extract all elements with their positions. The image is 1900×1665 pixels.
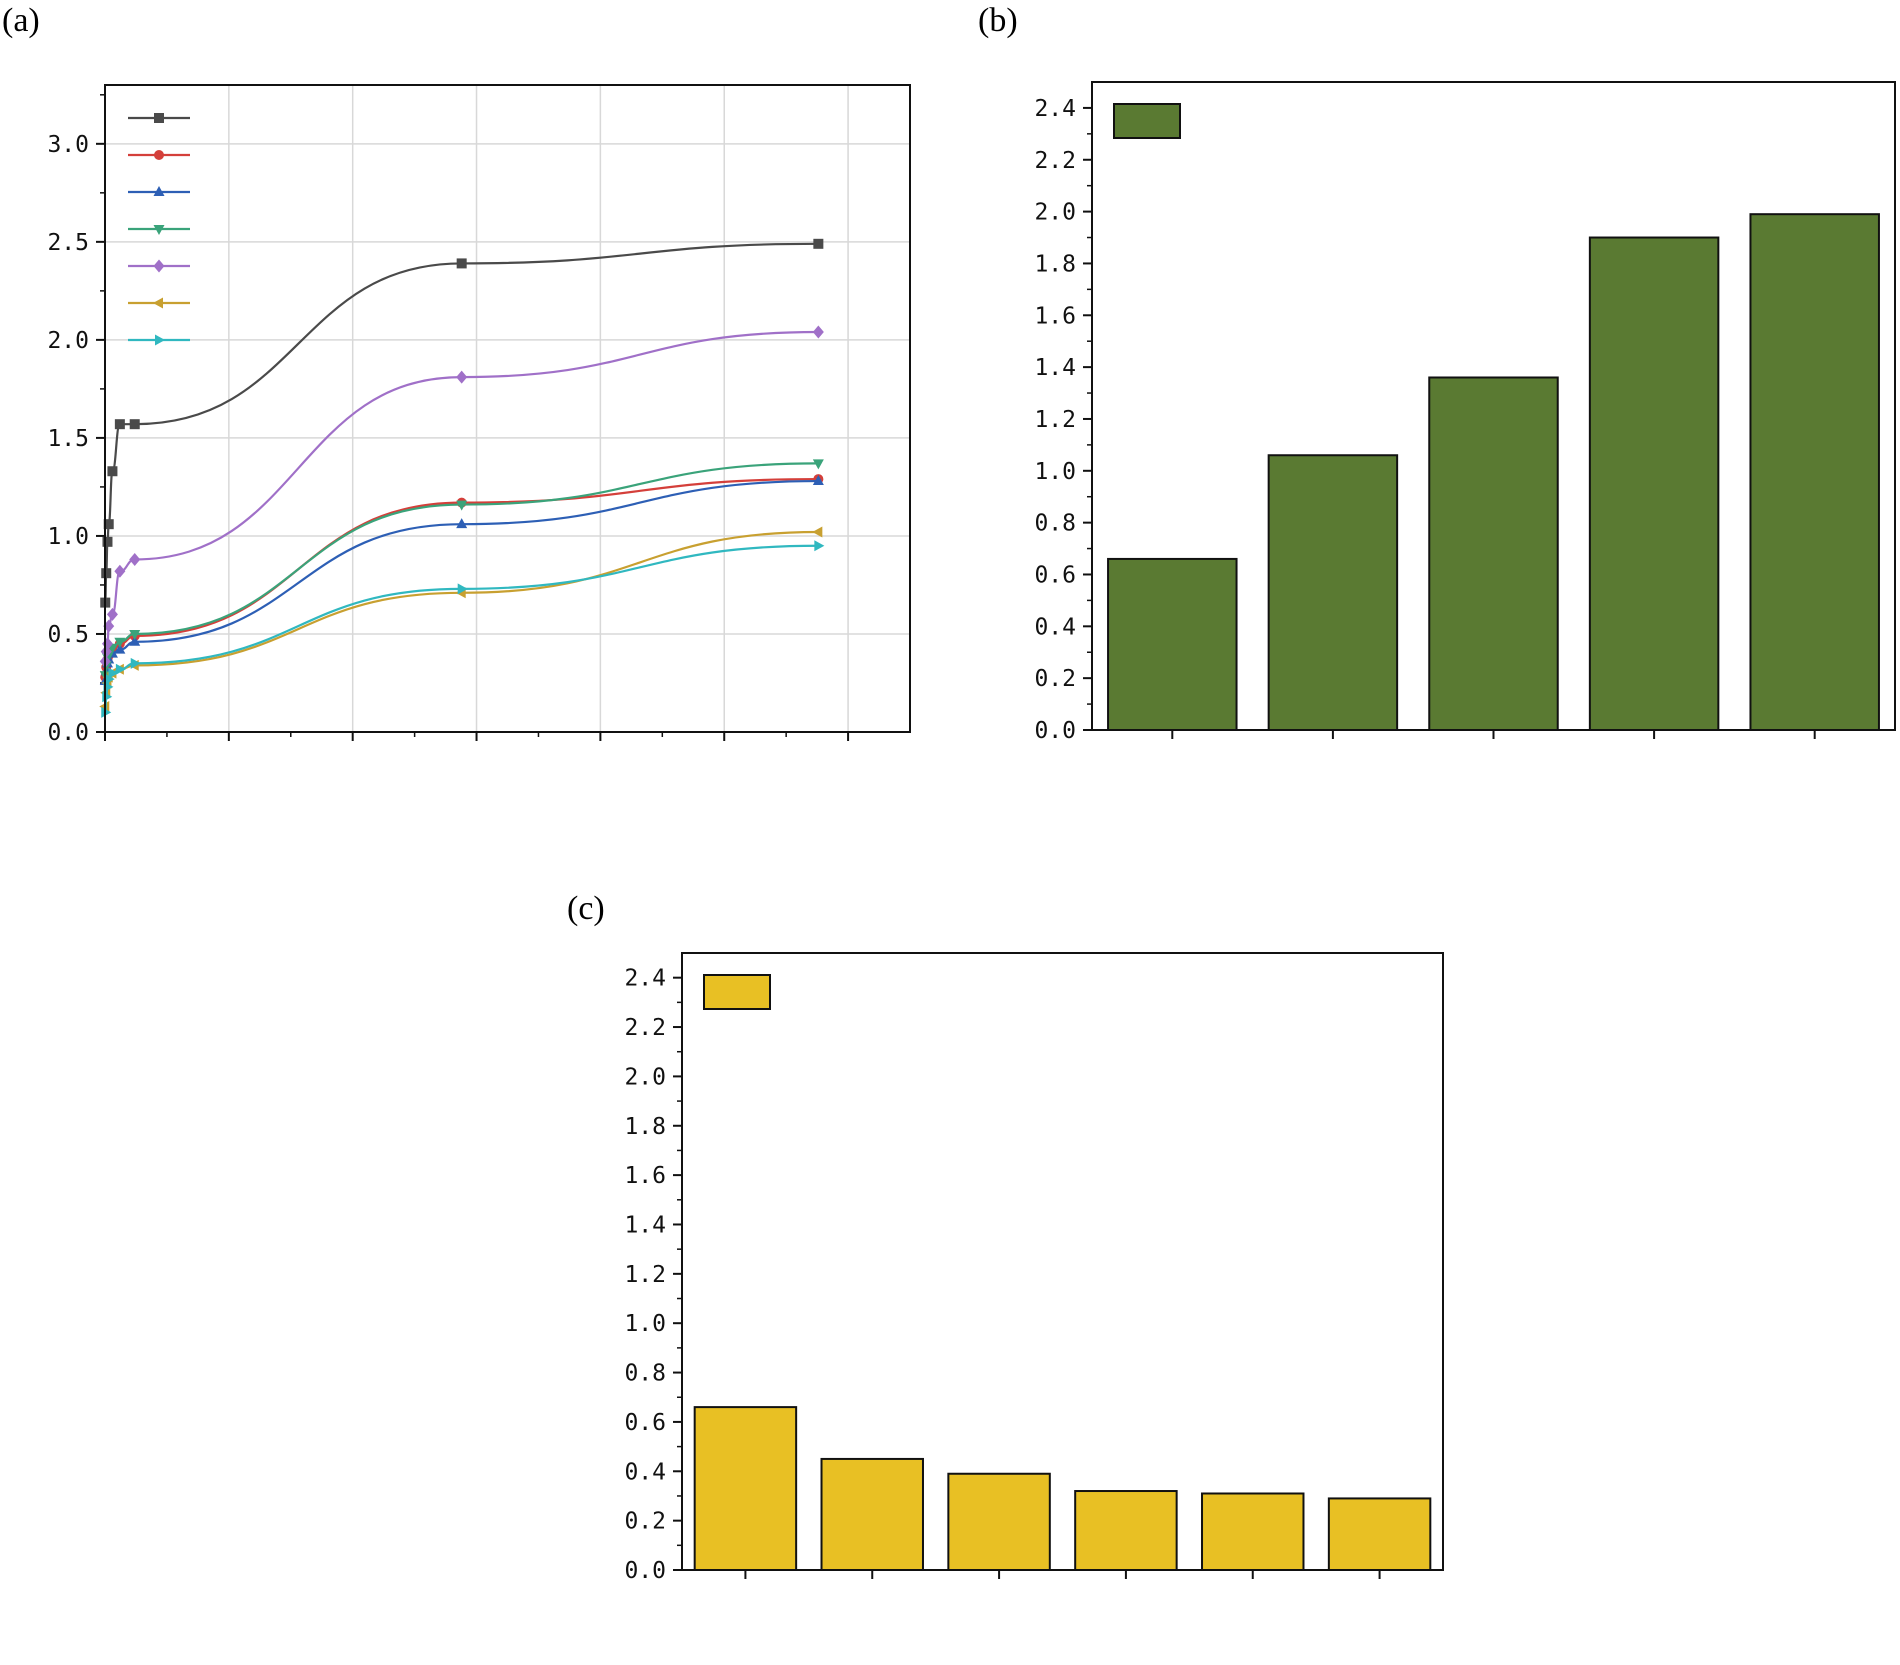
panel-label-c: (c) bbox=[567, 890, 605, 927]
legend-a-marker-ss6 bbox=[153, 259, 165, 273]
chart-a-point-ps15 bbox=[456, 500, 468, 511]
chart-c-y-tick-label: 0.4 bbox=[624, 1459, 666, 1485]
chart-a-plot-area bbox=[105, 85, 910, 732]
chart-a-point-ps10 bbox=[456, 518, 468, 529]
chart-a-point-ss46 bbox=[814, 540, 825, 552]
chart-c-y-tick-label: 1.4 bbox=[624, 1212, 666, 1238]
chart-b-y-tick-label: 2.0 bbox=[1034, 200, 1076, 226]
chart-a-point-ss46 bbox=[108, 667, 119, 679]
panel-label-b: (b) bbox=[978, 2, 1018, 39]
chart-c-bar-na bbox=[693, 1406, 798, 1572]
chart-b-bar-p4 bbox=[1267, 454, 1399, 731]
chart-b-y-tick-label: 1.2 bbox=[1034, 407, 1076, 433]
chart-b-bar-na bbox=[1107, 557, 1238, 731]
chart-b-frame bbox=[1091, 81, 1896, 731]
chart-c-y-tick-label: 1.2 bbox=[624, 1262, 666, 1288]
chart-a-y-tick-label: 2.5 bbox=[47, 230, 89, 256]
chart-a-point-na bbox=[456, 258, 467, 269]
chart-a-point-ss46 bbox=[457, 583, 468, 595]
chart-c-y-tick-label: 1.0 bbox=[624, 1311, 666, 1337]
chart-c-bar-s14 bbox=[1327, 1497, 1432, 1571]
chart-b-y-tick-label: 1.6 bbox=[1034, 303, 1076, 329]
chart-a-point-na bbox=[114, 419, 125, 430]
chart-a-point-ss46 bbox=[101, 706, 112, 718]
chart-c-y-tick-label: 2.2 bbox=[624, 1015, 666, 1041]
chart-a-y-tick-label: 0.5 bbox=[47, 622, 89, 648]
chart-c-y-tick-label: 2.4 bbox=[624, 966, 666, 992]
chart-c-y-tick-label: 1.8 bbox=[624, 1114, 666, 1140]
chart-b-legend-swatch bbox=[1113, 103, 1181, 139]
chart-c-y-tick-label: 1.6 bbox=[624, 1163, 666, 1189]
chart-c-plot-area bbox=[682, 953, 1443, 1570]
chart-a-y-tick-label: 1.0 bbox=[47, 524, 89, 550]
chart-a-frame bbox=[104, 84, 911, 733]
chart-a-y-tick-label: 2.0 bbox=[47, 328, 89, 354]
legend-a-marker-ps15 bbox=[153, 225, 165, 235]
chart-c-y-tick-label: 0.8 bbox=[624, 1361, 666, 1387]
chart-c-y-tick-label: 2.0 bbox=[624, 1064, 666, 1090]
chart-a-y-tick-label: 0.0 bbox=[47, 720, 89, 746]
legend-a-marker-ps10 bbox=[153, 186, 165, 196]
chart-a-point-ss6 bbox=[812, 325, 824, 339]
chart-c-y-tick-label: 0.2 bbox=[624, 1509, 666, 1535]
chart-b-y-tick-label: 1.8 bbox=[1034, 251, 1076, 277]
chart-a-point-ps15 bbox=[129, 629, 141, 640]
chart-b-y-tick-label: 0.2 bbox=[1034, 666, 1076, 692]
legend-a-marker-na bbox=[154, 113, 164, 123]
chart-c-bar-s8 bbox=[947, 1472, 1051, 1572]
chart-c-y-tick-label: 0.0 bbox=[624, 1558, 666, 1584]
chart-a-point-na bbox=[101, 568, 112, 579]
chart-a-point-ss6 bbox=[129, 552, 141, 566]
chart-b-y-tick-label: 0.6 bbox=[1034, 562, 1076, 588]
chart-b-y-tick-label: 2.4 bbox=[1034, 96, 1076, 122]
chart-b-y-tick-label: 0.4 bbox=[1034, 614, 1076, 640]
chart-b-y-tick-label: 0.0 bbox=[1034, 718, 1076, 744]
chart-a-y-tick-label: 1.5 bbox=[47, 426, 89, 452]
chart-a-point-na bbox=[103, 519, 114, 530]
chart-a-point-ps10 bbox=[812, 475, 824, 486]
chart-a-point-ps10 bbox=[129, 635, 141, 646]
chart-a-point-ss6 bbox=[456, 370, 468, 384]
chart-c-frame bbox=[681, 952, 1444, 1571]
chart-b-y-tick-label: 1.0 bbox=[1034, 459, 1076, 485]
chart-b-y-tick-label: 2.2 bbox=[1034, 148, 1076, 174]
chart-c-bar-s12 bbox=[1201, 1492, 1305, 1571]
chart-a-point-ss46 bbox=[104, 673, 115, 685]
panel-label-a: (a) bbox=[2, 2, 40, 39]
chart-a-point-ss26 bbox=[812, 526, 823, 538]
chart-b-y-tick-label: 0.8 bbox=[1034, 511, 1076, 537]
chart-a-point-ss46 bbox=[130, 657, 141, 669]
chart-a-point-ss6 bbox=[106, 607, 118, 621]
chart-c-bar-s10 bbox=[1074, 1490, 1178, 1572]
legend-a-marker-ps5 bbox=[154, 149, 165, 161]
chart-a-point-ps15 bbox=[812, 459, 824, 470]
chart-b-bar-p6 bbox=[1428, 376, 1559, 731]
chart-a-point-na bbox=[107, 466, 118, 477]
chart-a-point-ss6 bbox=[114, 564, 126, 578]
legend-a-marker-ss26 bbox=[153, 297, 163, 309]
chart-c-y-tick-label: 0.6 bbox=[624, 1410, 666, 1436]
chart-a-point-na bbox=[813, 238, 824, 249]
chart-c-bar-s6 bbox=[820, 1457, 924, 1571]
chart-b-bar-p8 bbox=[1588, 236, 1720, 732]
chart-b-bar-p10 bbox=[1749, 213, 1880, 731]
chart-a-point-ps15 bbox=[114, 637, 126, 648]
chart-a-point-ss46 bbox=[115, 663, 126, 675]
chart-a-point-na bbox=[129, 419, 140, 430]
chart-c-legend-swatch bbox=[703, 974, 771, 1010]
chart-a-point-ps10 bbox=[114, 643, 126, 654]
chart-a-y-tick-label: 3.0 bbox=[47, 132, 89, 158]
chart-b-y-tick-label: 1.4 bbox=[1034, 355, 1076, 381]
legend-a-marker-ss46 bbox=[155, 334, 165, 346]
